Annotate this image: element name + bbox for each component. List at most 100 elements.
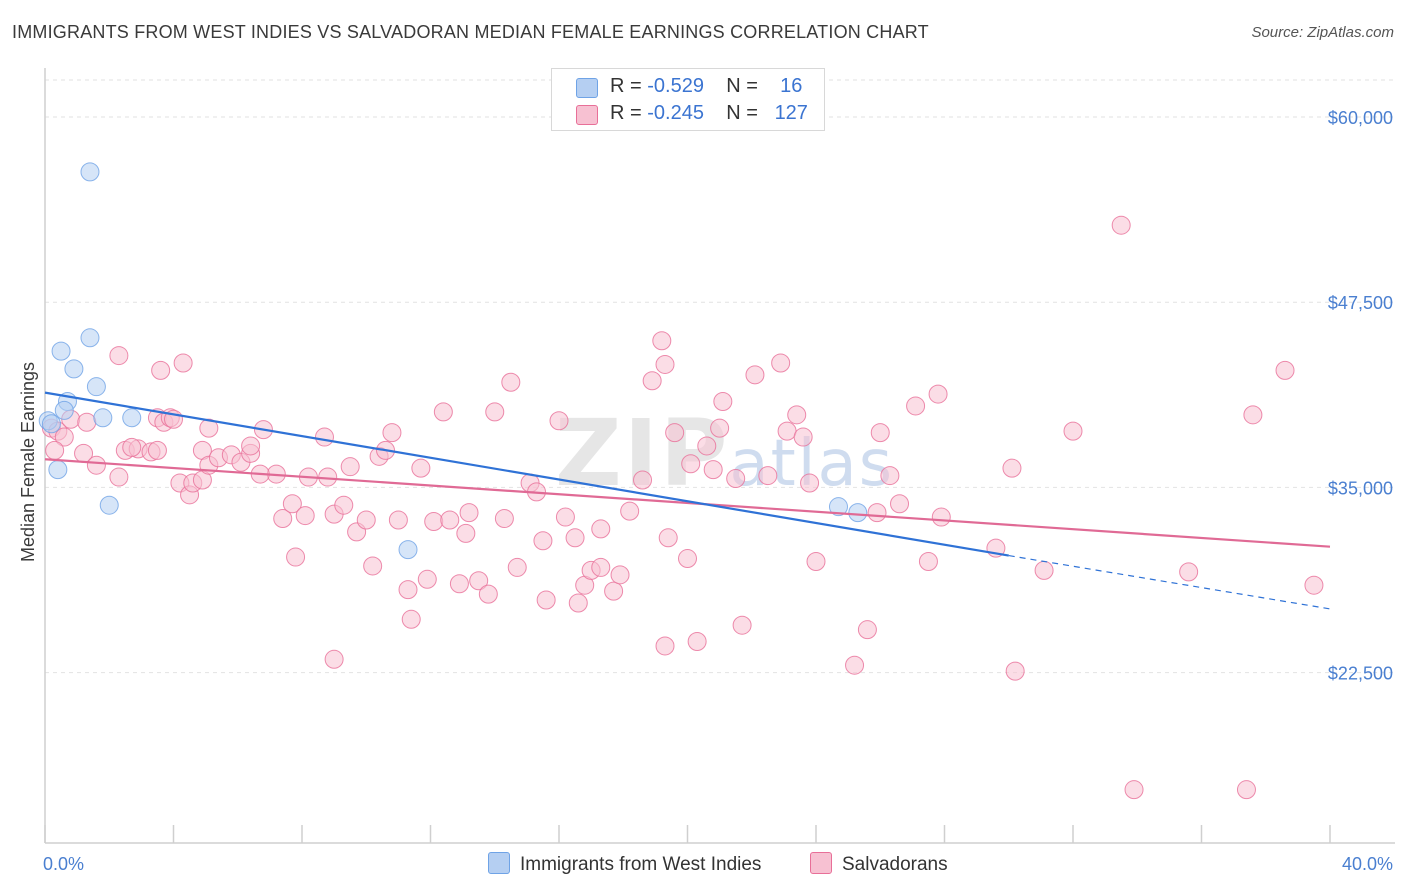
y-tick-label: $35,000 [1328,478,1393,498]
point-salvadorans [1236,780,1256,800]
point-salvadorans [485,402,505,422]
point-salvadorans [1034,560,1054,580]
point-salvadorans [456,523,476,543]
point-west-indies [828,497,848,517]
point-west-indies [80,328,100,348]
legend-n-value: 127 [774,102,808,124]
legend-n-label: N = [726,75,758,97]
point-salvadorans [758,466,778,486]
point-salvadorans [880,466,900,486]
point-salvadorans [658,528,678,548]
legend-n-value: 16 [780,75,803,97]
point-salvadorans [697,436,717,456]
point-salvadorans [710,418,730,438]
point-salvadorans [787,405,807,425]
trend-line-west-indies-extension [1008,554,1331,610]
point-salvadorans [314,427,334,447]
point-salvadorans [665,423,685,443]
trend-line-salvadorans [44,458,1331,548]
point-salvadorans [806,552,826,572]
point-salvadorans [469,571,489,591]
point-salvadorans [401,609,421,629]
point-salvadorans [417,569,437,589]
point-salvadorans [478,584,498,604]
x-tick-label: 0.0% [43,854,84,874]
bottom-legend-label-salvadorans: Salvadorans [842,854,948,875]
bottom-legend-swatch-salvadorans [810,852,832,874]
point-salvadorans [555,507,575,527]
point-salvadorans [1275,360,1295,380]
point-salvadorans [199,418,219,438]
point-salvadorans [870,423,890,443]
point-salvadorans [449,574,469,594]
point-salvadorans [273,509,293,529]
legend-r-value: -0.529 [647,75,704,97]
point-salvadorans [241,436,261,456]
legend-r-value: -0.245 [647,102,704,124]
point-salvadorans [633,470,653,490]
point-west-indies [48,460,68,480]
chart-title: IMMIGRANTS FROM WEST INDIES VS SALVADORA… [12,22,929,42]
point-salvadorans [363,556,383,576]
point-salvadorans [45,440,65,460]
y-tick-label: $60,000 [1328,108,1393,128]
point-salvadorans [918,552,938,572]
point-salvadorans [726,469,746,489]
point-salvadorans [678,549,697,569]
point-salvadorans [1304,575,1324,595]
y-tick-label: $47,500 [1328,293,1393,313]
bottom-legend-salvadorans: Salvadorans [810,852,948,876]
gridlines [45,79,1395,674]
legend-r-label: R = [610,75,642,97]
point-salvadorans [1002,458,1022,478]
point-salvadorans [1063,421,1083,441]
point-salvadorans [494,509,514,529]
legend-swatch-west-indies [576,78,598,98]
point-salvadorans [388,510,408,530]
point-salvadorans [122,437,142,457]
point-west-indies [51,341,71,361]
legend-r-label: R = [610,102,642,124]
point-salvadorans [340,457,360,477]
point-salvadorans [282,494,302,514]
bottom-legend-swatch-west-indies [488,852,510,874]
point-salvadorans [536,590,556,610]
point-salvadorans [857,620,877,640]
point-salvadorans [703,460,723,480]
point-salvadorans [568,593,588,613]
point-salvadorans [86,455,106,475]
point-west-indies [848,503,868,523]
legend-text-west-indies: R = -0.529 N = 16 [610,75,802,98]
y-axis-label: Median Female Earnings [18,362,38,562]
chart-source: Source: ZipAtlas.com [1251,24,1394,41]
point-salvadorans [109,467,129,487]
point-salvadorans [890,494,910,514]
point-salvadorans [286,547,306,567]
point-salvadorans [411,458,431,478]
point-salvadorans [931,507,951,527]
point-west-indies [80,162,100,182]
point-salvadorans [549,411,569,431]
point-salvadorans [507,557,527,577]
point-salvadorans [687,632,707,652]
point-salvadorans [610,565,630,585]
point-west-indies [93,408,113,428]
point-salvadorans [928,384,948,404]
legend-n-label: N = [726,102,758,124]
trend-line-west-indies [44,391,1009,557]
point-west-indies [41,414,61,434]
legend-swatch-salvadorans [576,105,598,125]
point-salvadorans [793,427,813,447]
axes [44,68,1395,844]
point-salvadorans [324,649,344,669]
point-west-indies [122,408,142,428]
trend-lines [44,391,1331,610]
point-salvadorans [147,440,167,460]
point-salvadorans [440,510,460,530]
point-salvadorans [681,454,701,474]
point-salvadorans [713,391,733,411]
point-salvadorans [382,423,402,443]
point-west-indies [54,400,74,420]
point-salvadorans [591,557,611,577]
point-salvadorans [173,353,193,373]
